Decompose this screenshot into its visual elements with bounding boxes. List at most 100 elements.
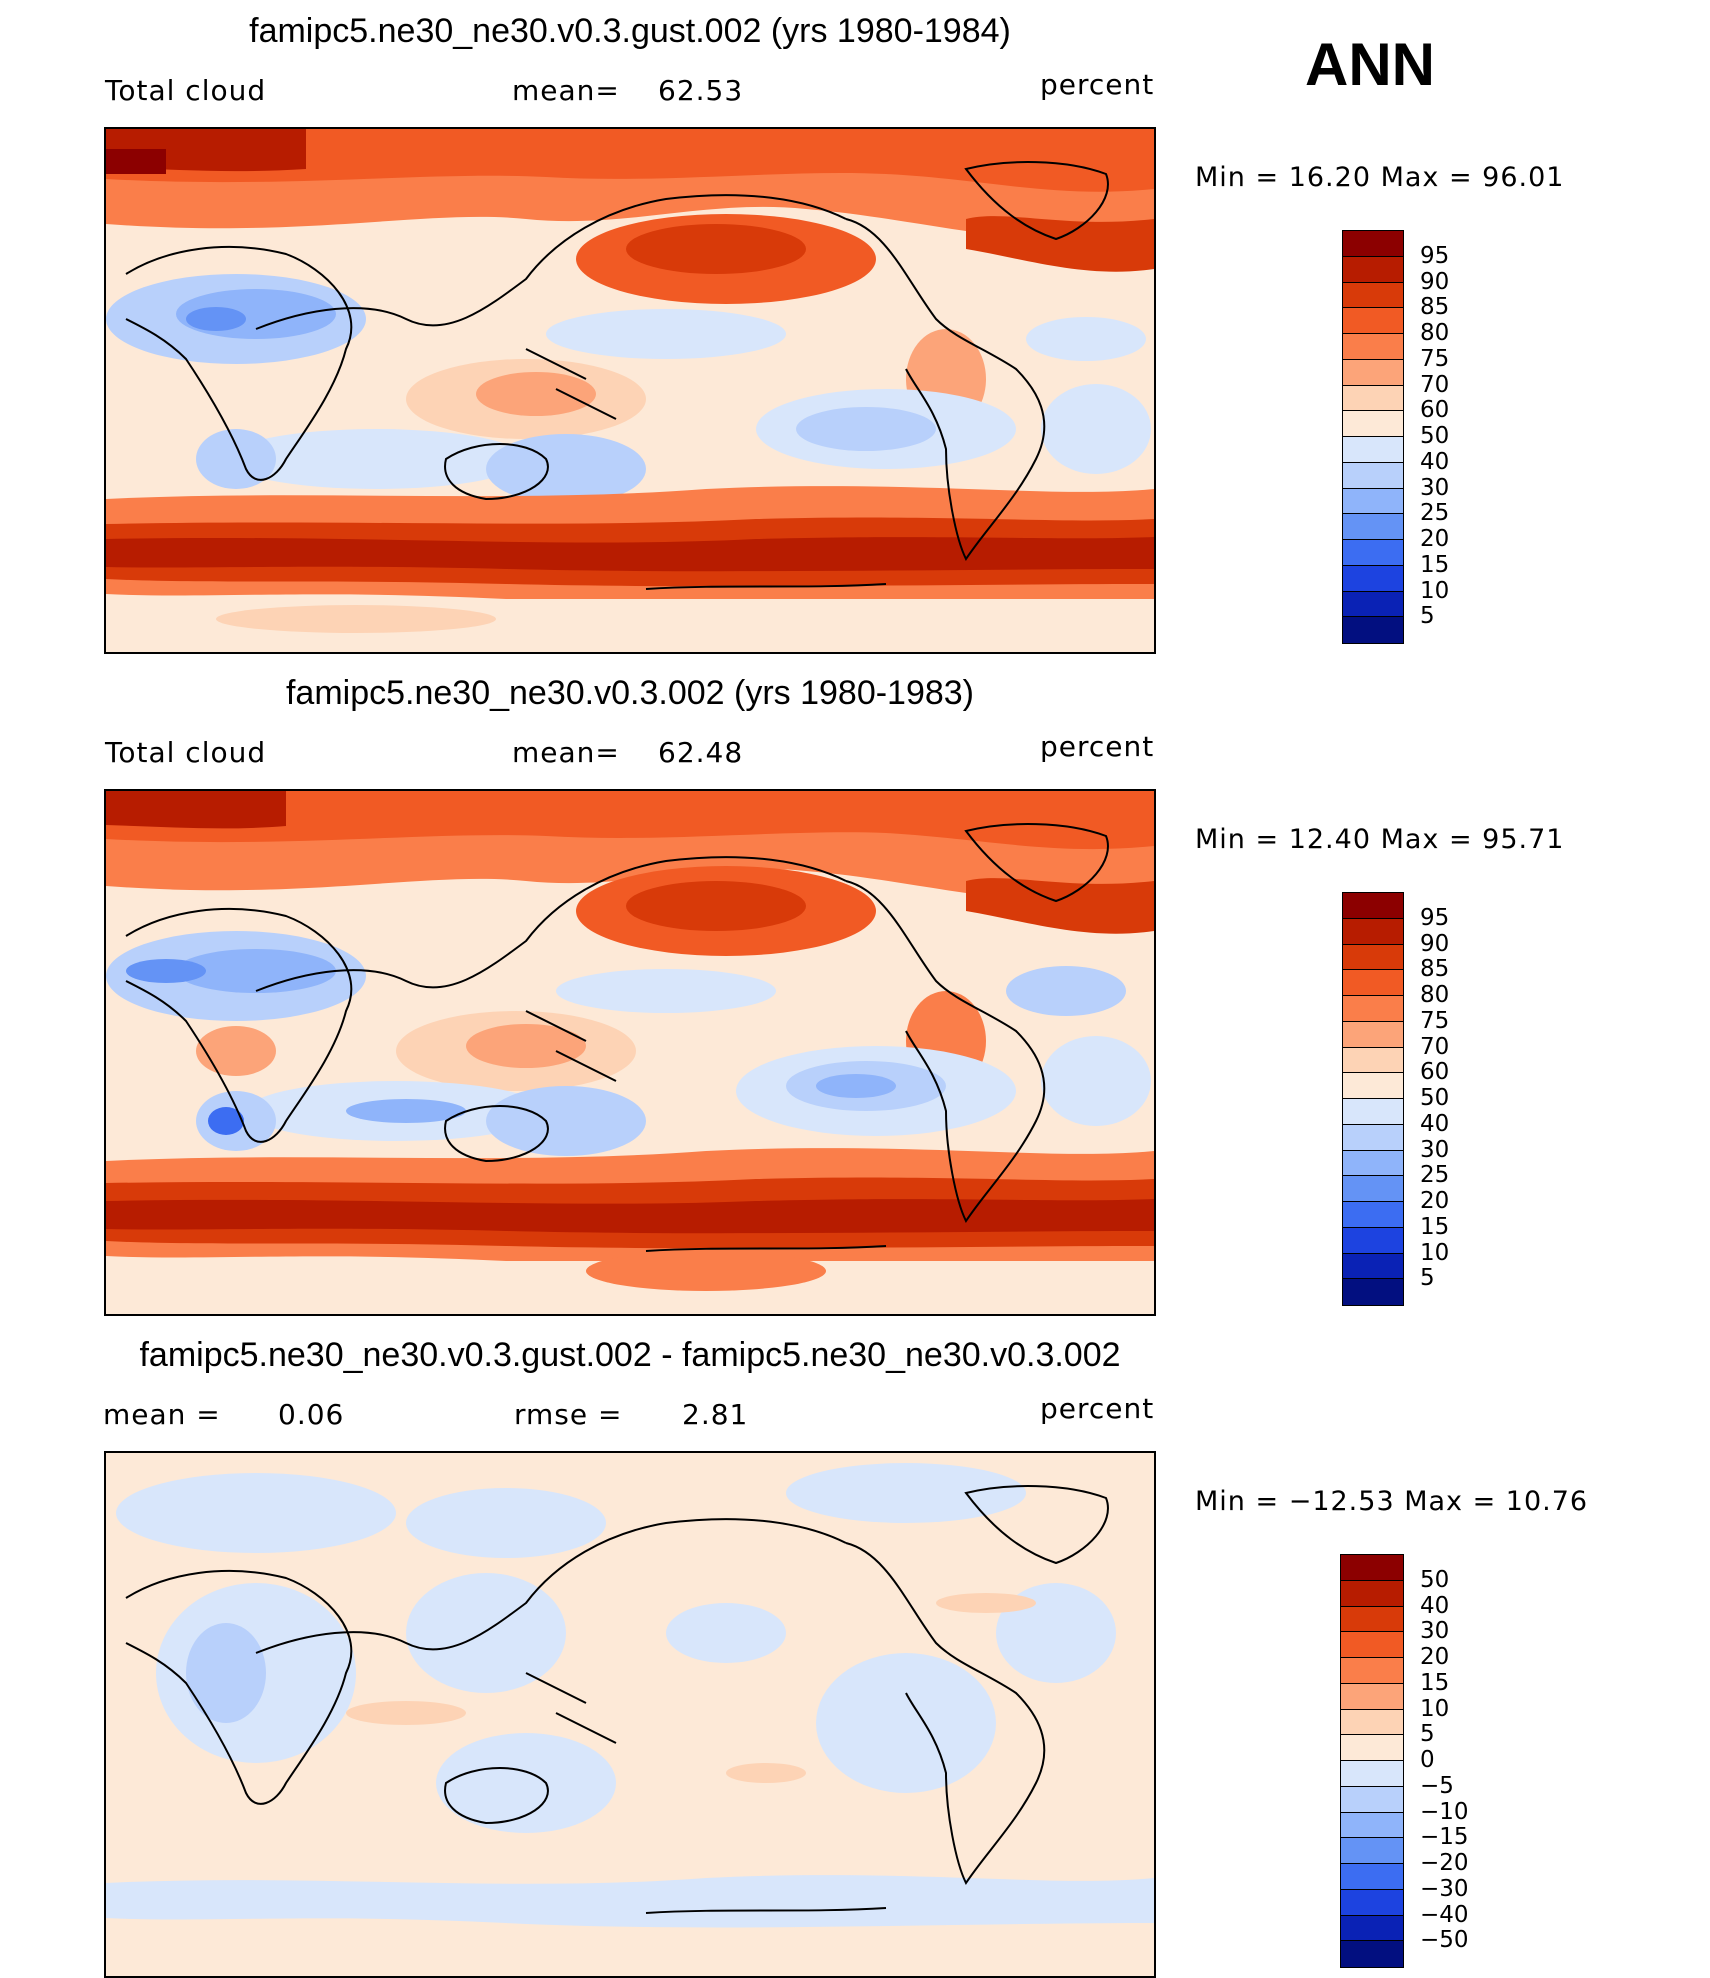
colorbar-tick-label: 30: [1420, 1618, 1450, 1645]
colorbar-tick-label: 70: [1420, 1033, 1450, 1060]
colorbar-box: [1343, 1021, 1403, 1048]
panel-1-map: [104, 127, 1156, 654]
colorbar-box: [1341, 1761, 1403, 1787]
panel-3-coastlines: [125, 1485, 1109, 1914]
colorbar-tick-label: 15: [1420, 1669, 1450, 1696]
colorbar-tick-label: 50: [1420, 1566, 1450, 1593]
colorbar-box: [1343, 359, 1403, 386]
panel-2-map-svg: [106, 791, 1154, 1314]
panel-1-colorbar-labels: 95 90 85 80 75 70 60 50 40 30 25 20 15 10 5: [1420, 230, 1480, 644]
panel-2-mean-value: 62.48: [658, 736, 744, 769]
colorbar-tick-label: −50: [1420, 1927, 1469, 1954]
colorbar-box: [1343, 437, 1403, 463]
colorbar-box: [1341, 1864, 1403, 1890]
colorbar-tick-label: 10: [1420, 1239, 1450, 1266]
colorbar-box: [1343, 591, 1403, 618]
colorbar-tick-label: 85: [1420, 294, 1450, 321]
colorbar-box: [1343, 1176, 1403, 1202]
colorbar-box: [1341, 1941, 1403, 1967]
colorbar-box: [1343, 1099, 1403, 1125]
colorbar-tick-label: 75: [1420, 345, 1450, 372]
colorbar-tick-label: 70: [1420, 371, 1450, 398]
colorbar-box: [1343, 944, 1403, 971]
colorbar-box: [1341, 1683, 1403, 1710]
panel-2-mean-label: mean=: [512, 736, 620, 769]
colorbar-tick-label: 25: [1420, 1162, 1450, 1189]
colorbar-tick-label: −20: [1420, 1850, 1469, 1876]
colorbar-tick-label: 5: [1420, 603, 1435, 630]
panel-1-map-svg: [106, 129, 1154, 652]
panel-1-minmax: Min = 16.20 Max = 96.01: [1195, 162, 1565, 193]
colorbar-tick-label: −15: [1420, 1824, 1469, 1851]
colorbar-tick-label: 20: [1420, 1644, 1450, 1670]
panel-1-mean-value: 62.53: [658, 74, 744, 107]
colorbar-box: [1341, 1555, 1403, 1581]
colorbar-tick-label: 90: [1420, 268, 1450, 295]
colorbar-tick-label: −40: [1420, 1901, 1469, 1928]
panel-3-colorbar: [1340, 1554, 1404, 1968]
colorbar-tick-label: 50: [1420, 1085, 1450, 1111]
colorbar-tick-label: 75: [1420, 1007, 1450, 1034]
colorbar-box: [1341, 1658, 1403, 1684]
colorbar-tick-label: 80: [1420, 982, 1450, 1008]
panel-3-mean-label: mean =: [103, 1398, 221, 1431]
colorbar-tick-label: 10: [1420, 1695, 1450, 1722]
panel-2-map: [104, 789, 1156, 1316]
colorbar-box: [1341, 1580, 1403, 1607]
panel-1-units-label: percent: [1040, 68, 1155, 101]
colorbar-tick-label: 60: [1420, 1059, 1450, 1086]
colorbar-tick-label: 40: [1420, 1592, 1450, 1619]
colorbar-box: [1343, 617, 1403, 643]
panel-2-coastlines: [125, 823, 1109, 1252]
colorbar-tick-label: −30: [1420, 1875, 1469, 1902]
panel-3-mean-value: 0.06: [278, 1398, 345, 1431]
colorbar-tick-label: 40: [1420, 448, 1450, 475]
colorbar-box: [1343, 231, 1403, 257]
panel-2-colorbar-labels: 95 90 85 80 75 70 60 50 40 30 25 20 15 10 5: [1420, 892, 1480, 1306]
panel-3-rmse-label: rmse =: [514, 1398, 623, 1431]
colorbar-box: [1343, 514, 1403, 540]
colorbar-box: [1343, 565, 1403, 592]
panel-3-colorbar-labels: 50 40 30 20 15 10 5 0 −5 −10 −15 −20 −30 −40 −50: [1420, 1554, 1490, 1968]
colorbar-box: [1341, 1632, 1403, 1658]
colorbar-tick-label: 20: [1420, 1188, 1450, 1214]
panel-3-difference-field: [106, 1453, 1154, 1976]
colorbar-box: [1343, 1073, 1403, 1099]
panel-2-title: famipc5.ne30_ne30.v0.3.002 (yrs 1980-198…: [285, 674, 975, 712]
colorbar-tick-label: 30: [1420, 474, 1450, 501]
panel-2-variable-label: Total cloud: [105, 736, 267, 769]
colorbar-box: [1341, 1735, 1403, 1761]
colorbar-box: [1343, 282, 1403, 309]
panel-1-colorbar: [1342, 230, 1404, 644]
colorbar-tick-label: 95: [1420, 242, 1450, 269]
colorbar-box: [1341, 1606, 1403, 1633]
colorbar-box: [1341, 1889, 1403, 1916]
colorbar-box: [1343, 488, 1403, 515]
colorbar-box: [1343, 970, 1403, 996]
colorbar-box: [1341, 1915, 1403, 1942]
colorbar-tick-label: 30: [1420, 1136, 1450, 1163]
colorbar-box: [1343, 308, 1403, 334]
panel-2-cloud-field: [106, 791, 1154, 1314]
colorbar-tick-label: 10: [1420, 577, 1450, 604]
colorbar-box: [1343, 1253, 1403, 1280]
panel-1-cloud-field: [106, 129, 1154, 652]
colorbar-box: [1343, 1150, 1403, 1177]
colorbar-box: [1341, 1786, 1403, 1813]
panel-1-coastlines: [125, 161, 1109, 590]
colorbar-box: [1343, 1279, 1403, 1305]
colorbar-tick-label: 60: [1420, 397, 1450, 424]
colorbar-tick-label: 85: [1420, 956, 1450, 983]
colorbar-box: [1343, 918, 1403, 945]
colorbar-box: [1343, 893, 1403, 919]
colorbar-tick-label: −5: [1420, 1772, 1454, 1799]
colorbar-tick-label: 5: [1420, 1265, 1435, 1292]
panel-3-title: famipc5.ne30_ne30.v0.3.gust.002 - famipc…: [139, 1336, 1121, 1374]
colorbar-box: [1343, 540, 1403, 566]
colorbar-tick-label: 40: [1420, 1110, 1450, 1137]
panel-2-minmax: Min = 12.40 Max = 95.71: [1195, 824, 1565, 855]
colorbar-tick-label: 90: [1420, 930, 1450, 957]
panel-1-variable-label: Total cloud: [105, 74, 267, 107]
colorbar-box: [1341, 1812, 1403, 1839]
panel-3-minmax: Min = −12.53 Max = 10.76: [1195, 1486, 1589, 1517]
